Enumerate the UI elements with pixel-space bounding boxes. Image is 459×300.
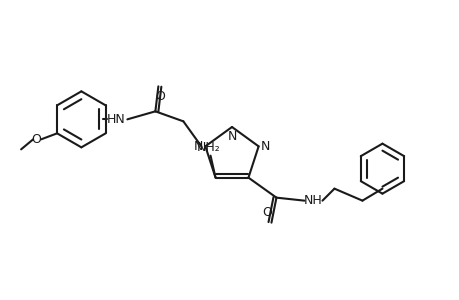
- Text: N: N: [227, 130, 236, 142]
- Text: HN: HN: [107, 113, 125, 126]
- Text: N: N: [260, 140, 270, 153]
- Text: NH₂: NH₂: [196, 141, 220, 154]
- Text: N: N: [193, 140, 202, 153]
- Text: NH: NH: [303, 194, 322, 207]
- Text: O: O: [31, 133, 41, 146]
- Text: O: O: [155, 90, 165, 103]
- Text: O: O: [262, 206, 272, 219]
